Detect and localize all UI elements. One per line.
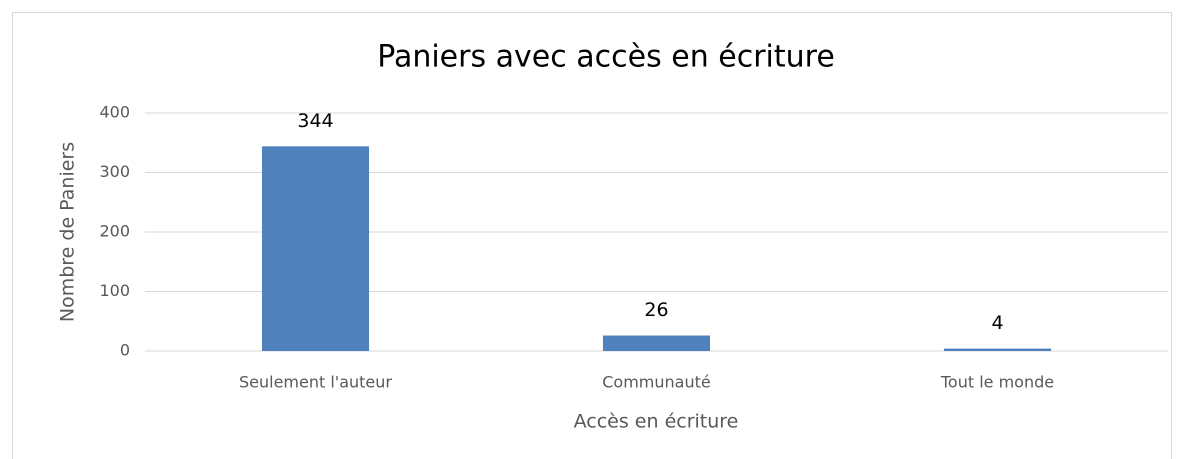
data-label: 344 — [297, 110, 333, 132]
data-label: 26 — [644, 299, 668, 321]
x-axis-label: Accès en écriture — [574, 411, 739, 433]
bar — [261, 146, 370, 351]
x-tick-label: Tout le monde — [940, 373, 1054, 392]
chart-title: Paniers avec accès en écriture — [377, 40, 835, 75]
y-tick-label: 0 — [120, 341, 130, 360]
y-tick-label: 300 — [99, 162, 130, 181]
chart-border — [12, 12, 1172, 459]
y-tick-label: 200 — [99, 222, 130, 241]
y-tick-label: 100 — [99, 281, 130, 300]
x-tick-label: Communauté — [602, 373, 710, 392]
y-axis-label: Nombre de Paniers — [57, 142, 79, 322]
y-tick-label: 400 — [99, 103, 130, 122]
bar — [602, 335, 711, 351]
x-tick-label: Seulement l'auteur — [239, 373, 392, 392]
data-label: 4 — [991, 312, 1003, 334]
bar — [943, 348, 1052, 351]
